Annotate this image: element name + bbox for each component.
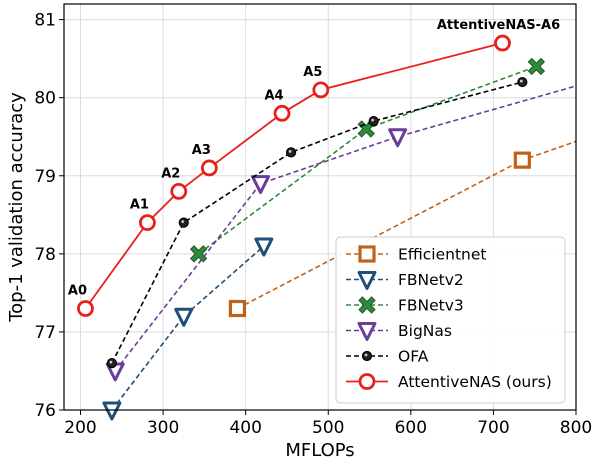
marker-dot [109, 360, 113, 364]
data-point-attentivenas-ours [200, 159, 218, 177]
legend-item-ofa: OFA [346, 348, 429, 366]
data-point-ofa [517, 76, 528, 88]
legend-marker [357, 322, 377, 341]
data-point-bignas [251, 175, 271, 195]
data-point-fbnetv2 [254, 237, 274, 257]
marker-ring [361, 350, 373, 362]
y-tick-label: 79 [34, 167, 56, 187]
marker-ring [368, 116, 379, 127]
y-axis-label: Top-1 validation accuracy [6, 92, 27, 323]
marker-ring [517, 76, 528, 88]
data-point-fbnetv3 [189, 245, 208, 263]
legend-label: FBNetv2 [398, 271, 464, 289]
y-tick-label: 78 [34, 245, 56, 265]
tick-labels: 200 300 400 500 600 700 800 76 77 78 79 80 81 [34, 11, 592, 438]
legend-label: FBNetv3 [398, 297, 464, 315]
series-fbnetv2 [102, 237, 274, 421]
series-efficientnet [228, 140, 577, 318]
data-point-fbnetv2 [174, 307, 194, 327]
legend-marker [358, 245, 376, 263]
marker-dot [519, 79, 523, 83]
series-layer [77, 34, 577, 421]
x-tick-label: 200 [64, 418, 96, 438]
x-tick-label: 700 [477, 418, 509, 438]
y-tick-label: 80 [34, 89, 56, 109]
x-tick-label: 400 [229, 418, 261, 438]
data-point-attentivenas-ours [139, 214, 156, 232]
x-tick-label: 300 [147, 418, 179, 438]
plot-frame [63, 3, 577, 411]
data-point-attentivenas-ours [494, 34, 511, 52]
legend-marker [358, 296, 376, 314]
x-tick-label: 500 [312, 418, 344, 438]
x-tick-label: 800 [560, 418, 592, 438]
marker-ring [178, 217, 189, 228]
series-line-ofa [111, 81, 523, 364]
legend-label: AttentiveNAS (ours) [398, 373, 552, 391]
point-labels: A0 A1 A2 A3 A4 A5 AttentiveNAS-A6 [68, 18, 560, 298]
point-label: A3 [192, 143, 211, 158]
legend-box [335, 236, 566, 404]
data-point-efficientnet [228, 299, 247, 318]
data-point-fbnetv2 [102, 401, 122, 421]
marker-ring [106, 358, 117, 369]
data-point-fbnetv3 [527, 57, 546, 76]
data-point-attentivenas-ours [77, 300, 94, 317]
point-label: A4 [264, 88, 283, 103]
marker-ring [285, 147, 297, 158]
data-point-ofa [368, 116, 379, 127]
y-tick-label: 76 [34, 401, 56, 421]
data-point-bignas [388, 128, 408, 148]
legend-label: Efficientnet [398, 246, 486, 264]
marker-dot [288, 149, 292, 153]
data-point-ofa [106, 358, 117, 369]
y-tick-label: 81 [34, 11, 56, 31]
series-ofa [106, 76, 528, 369]
marker-dot [364, 353, 368, 357]
series-attentivenas-ours [77, 34, 511, 317]
marker-dot [181, 220, 185, 224]
legend-item-fbnetv3: FBNetv3 [346, 296, 464, 315]
legend-marker [358, 373, 376, 390]
data-point-ofa [178, 217, 189, 228]
legend-item-attentivenas-ours: AttentiveNAS (ours) [346, 373, 552, 391]
data-point-attentivenas-ours [273, 104, 291, 122]
data-point-ofa [285, 147, 297, 158]
legend-item-fbnetv2: FBNetv2 [346, 271, 464, 290]
point-label: A1 [130, 198, 149, 213]
legend: Efficientnet FBNetv2 FBNetv3 BigNas OFA Atten… [335, 236, 566, 404]
y-tick-label: 77 [34, 323, 56, 343]
legend-item-efficientnet: Efficientnet [346, 245, 486, 264]
series-line-bignas [114, 85, 577, 372]
legend-item-bignas: BigNas [346, 322, 452, 341]
point-label: A0 [68, 284, 87, 299]
data-point-attentivenas-ours [170, 182, 188, 200]
x-tick-label: 600 [395, 418, 427, 438]
marker-dot [371, 118, 375, 122]
data-point-attentivenas-ours [312, 81, 330, 99]
legend-label: BigNas [398, 322, 452, 340]
x-axis-label: MFLOPs [285, 440, 354, 461]
point-label: A2 [161, 166, 180, 181]
legend-marker [361, 350, 373, 362]
legend-label: OFA [398, 348, 429, 366]
legend-marker [357, 271, 377, 290]
point-label: A5 [303, 65, 322, 80]
point-label: AttentiveNAS-A6 [437, 18, 560, 33]
data-point-efficientnet [513, 151, 531, 169]
